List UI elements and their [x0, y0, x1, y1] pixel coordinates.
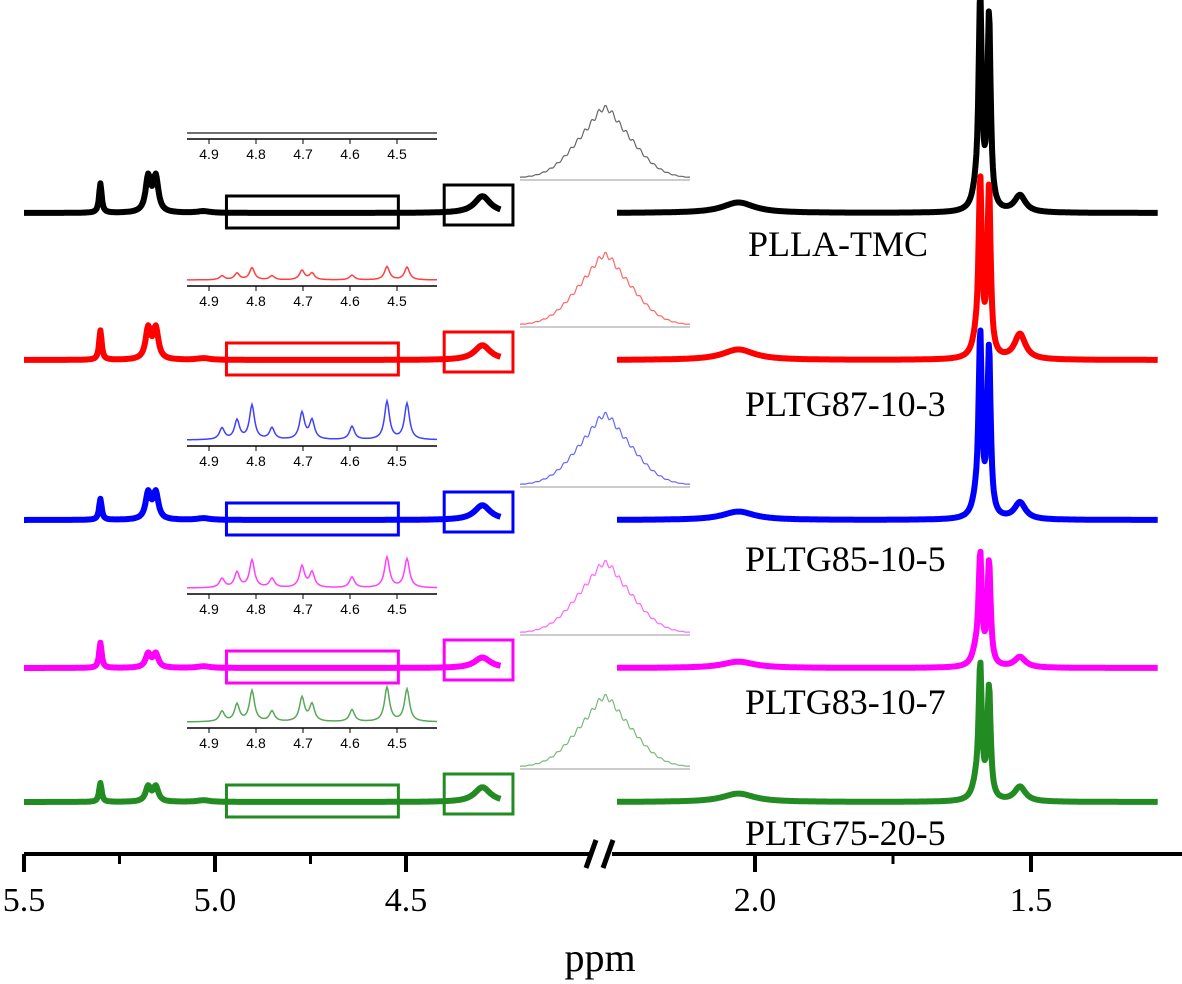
inset-tick-label: 4.7: [293, 601, 313, 617]
inset-tick-label: 4.5: [387, 146, 407, 162]
inset-tick-label: 4.6: [340, 735, 360, 751]
highlight-box-tmc-region: [442, 490, 515, 534]
inset-tick-label: 4.7: [293, 293, 313, 309]
inset-trace: [519, 104, 691, 178]
spectrum-trace: [22, 780, 503, 805]
x-tick-label: 5.5: [2, 882, 46, 919]
highlight-box-tmc-region: [442, 638, 515, 682]
inset-tick-label: 4.7: [293, 453, 313, 469]
inset-trace: [187, 554, 438, 589]
inset-tick-label: 4.9: [199, 453, 219, 469]
inset-tick-label: 4.7: [293, 735, 313, 751]
series-label-pltg87-10-3: PLTG87-10-3: [745, 384, 946, 424]
inset-tick-label: 4.5: [387, 601, 407, 617]
x-tick-label: 5.0: [193, 882, 237, 919]
inset-tick-label: 4.8: [246, 453, 266, 469]
highlight-box-ch-region: [224, 501, 400, 537]
x-axis-title: ppm: [564, 935, 636, 980]
inset-tick-label: 4.9: [199, 293, 219, 309]
inset-trace: [187, 265, 437, 281]
x-tick-label: 1.5: [1009, 882, 1053, 919]
axis-break-mark: [600, 839, 616, 869]
inset-tick-label: 4.9: [199, 601, 219, 617]
inset-tick-label: 4.6: [340, 453, 360, 469]
inset-tick-label: 4.8: [246, 735, 266, 751]
spectrum-trace: [614, 173, 1160, 363]
inset-tick-label: 4.9: [199, 146, 219, 162]
spectrum-trace: [614, 0, 1160, 216]
x-tick-label: 4.5: [384, 882, 428, 919]
spectrum-trace: [614, 327, 1160, 523]
inset-tick-label: 4.6: [340, 146, 360, 162]
highlight-box-ch-region: [224, 341, 400, 377]
inset-trace: [187, 684, 437, 723]
inset-tick-label: 4.7: [293, 146, 313, 162]
highlight-box-tmc-region: [442, 183, 515, 227]
highlight-box-ch-region: [224, 194, 400, 230]
inset-trace: [187, 398, 437, 441]
series-label-pltg75-20-5: PLTG75-20-5: [745, 813, 946, 853]
inset-tick-label: 4.6: [340, 601, 360, 617]
highlight-box-tmc-region: [442, 330, 515, 374]
spectrum-trace: [22, 639, 503, 671]
series-label-plla-tmc: PLLA-TMC: [748, 224, 928, 264]
inset-tick-label: 4.5: [387, 453, 407, 469]
inset-trace: [519, 411, 691, 485]
spectrum-trace: [22, 487, 503, 523]
inset-tick-label: 4.5: [387, 293, 407, 309]
inset-tick-label: 4.9: [199, 735, 219, 751]
spectrum-trace: [614, 548, 1160, 671]
spectrum-trace: [22, 322, 503, 363]
inset-trace: [519, 559, 691, 633]
series-label-pltg83-10-7: PLTG83-10-7: [745, 682, 946, 722]
highlight-box-ch-region: [224, 783, 400, 819]
highlight-box-tmc-region: [442, 772, 515, 816]
inset-tick-label: 4.8: [246, 293, 266, 309]
inset-tick-label: 4.5: [387, 735, 407, 751]
spectrum-trace: [22, 170, 503, 216]
axis-break-mark: [583, 839, 599, 869]
inset-tick-label: 4.6: [340, 293, 360, 309]
series-label-pltg85-10-5: PLTG85-10-5: [745, 539, 946, 579]
inset-trace: [519, 693, 691, 767]
inset-tick-label: 4.8: [246, 146, 266, 162]
x-tick-label: 2.0: [733, 882, 777, 919]
highlight-box-ch-region: [224, 649, 400, 685]
inset-tick-label: 4.8: [246, 601, 266, 617]
inset-trace: [519, 251, 691, 325]
spectrum-trace: [614, 659, 1160, 805]
